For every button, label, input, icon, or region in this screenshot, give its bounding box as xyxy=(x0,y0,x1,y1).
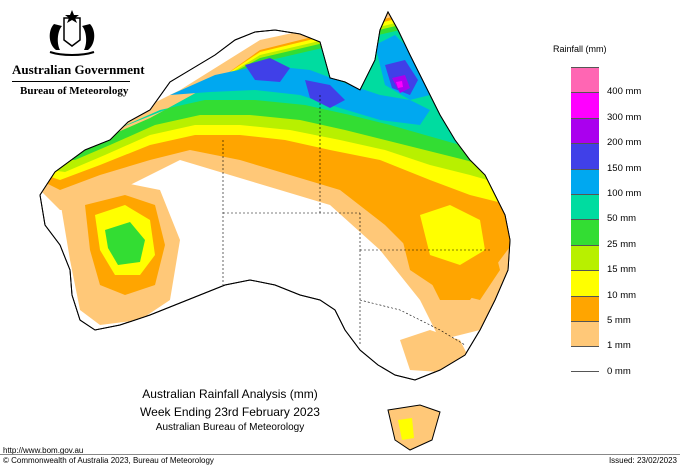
bureau-title: Bureau of Meteorology xyxy=(20,85,129,97)
footer-divider xyxy=(0,454,680,455)
website-link[interactable]: http://www.bom.gov.au xyxy=(3,446,84,455)
issued-date: Issued: 23/02/2023 xyxy=(608,456,677,465)
legend-label: 50 mm xyxy=(607,213,637,225)
divider xyxy=(12,81,130,82)
legend-swatch xyxy=(571,346,599,372)
legend-swatch xyxy=(571,168,599,194)
legend-swatch xyxy=(571,67,599,93)
legend-label: 400 mm xyxy=(607,86,642,98)
legend-swatch xyxy=(571,117,599,144)
legend-label: 100 mm xyxy=(607,188,642,199)
legend-label: 15 mm xyxy=(607,264,637,276)
legend-label: 300 mm xyxy=(607,111,642,123)
coat-of-arms-icon xyxy=(49,10,95,56)
government-logo: Australian Government Bureau of Meteorol… xyxy=(8,10,145,100)
legend-label: 0 mm xyxy=(607,365,631,377)
legend-swatch xyxy=(571,295,599,321)
state-borders xyxy=(222,95,490,346)
legend-label: 200 mm xyxy=(607,137,642,149)
legend-swatch xyxy=(571,244,599,271)
legend-label: 25 mm xyxy=(607,238,637,250)
legend-swatches xyxy=(571,67,599,372)
legend-title: Rainfall (mm) xyxy=(553,44,607,54)
caption-source: Australian Bureau of Meteorology xyxy=(155,422,305,433)
legend-swatch xyxy=(571,193,599,220)
legend-swatch xyxy=(571,219,599,245)
caption-title: Australian Rainfall Analysis (mm) xyxy=(142,387,318,401)
legend-swatch xyxy=(571,320,599,347)
legend-label: 1 mm xyxy=(607,340,631,352)
legend-swatch xyxy=(571,270,599,296)
legend-swatch xyxy=(571,92,599,118)
government-title: Australian Government xyxy=(12,62,145,77)
tasmania xyxy=(387,404,441,451)
caption-period: Week Ending 23rd February 2023 xyxy=(140,405,320,419)
legend-label: 5 mm xyxy=(607,315,631,326)
legend-label: 150 mm xyxy=(607,162,642,174)
legend-swatch xyxy=(571,143,599,169)
legend-label: 10 mm xyxy=(607,289,637,301)
copyright-text: © Commonwealth of Australia 2023, Bureau… xyxy=(3,456,214,465)
